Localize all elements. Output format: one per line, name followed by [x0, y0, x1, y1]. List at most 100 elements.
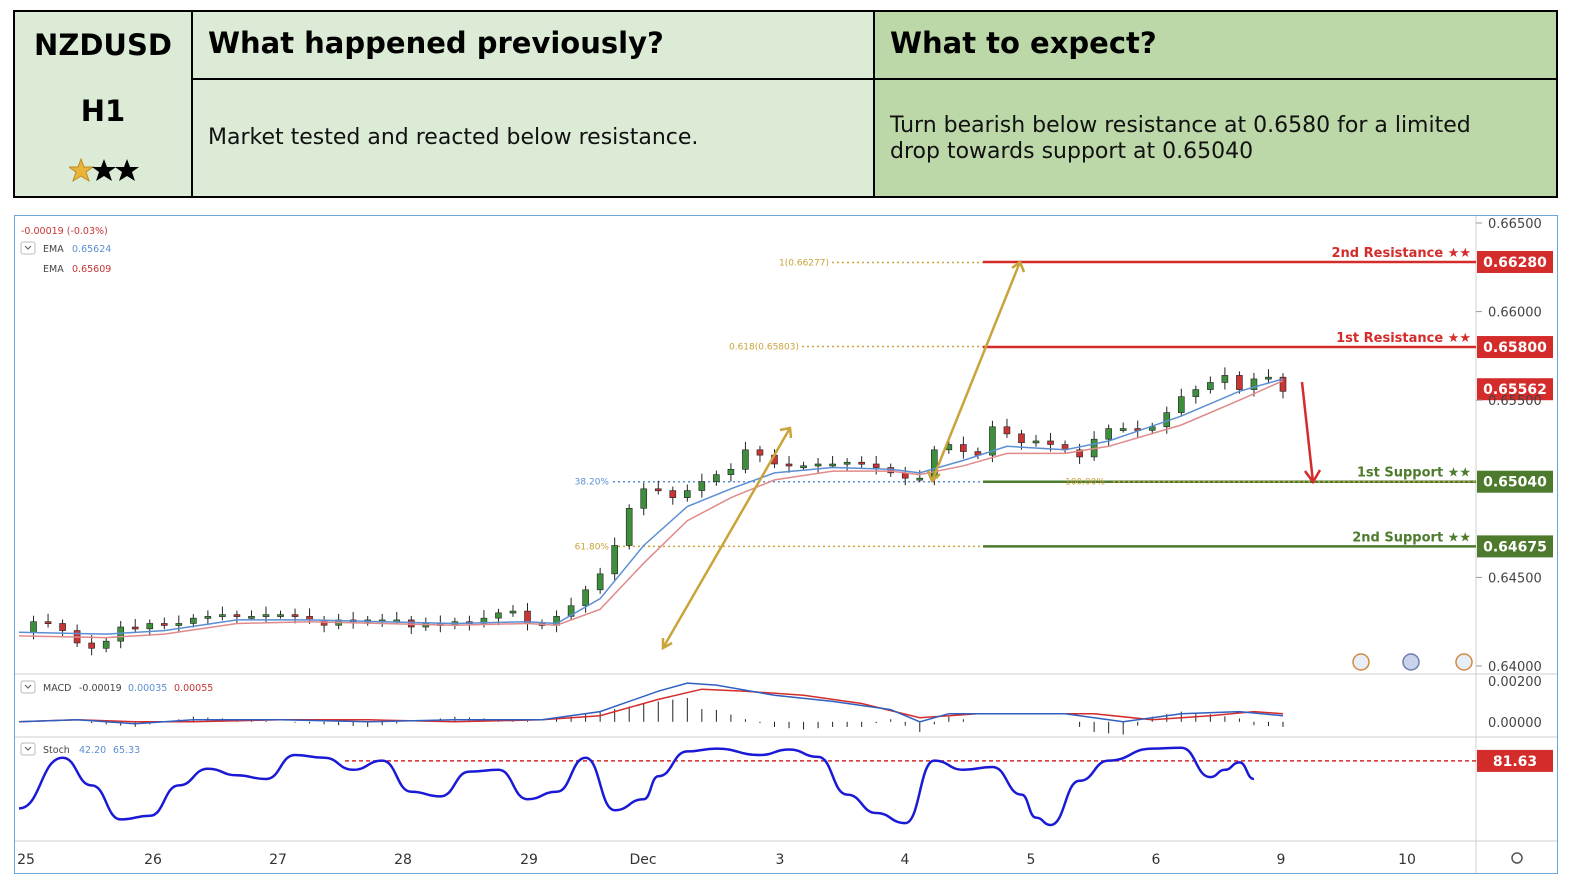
candle-body [495, 612, 502, 619]
candle-body [567, 605, 575, 617]
symbol-label: NZDUSD [34, 28, 172, 62]
candle-body [233, 614, 241, 617]
candle-body [1119, 428, 1127, 431]
x-tick-label: 3 [776, 852, 785, 868]
stoch-level-tag [1477, 749, 1553, 772]
expect-text-line-2: drop towards support at 0.65040 [890, 139, 1254, 164]
x-tick-label: 25 [17, 852, 35, 868]
expect-body-cell: Turn bearish below resistance at 0.6580 … [875, 80, 1556, 196]
candle-body [1221, 375, 1229, 383]
stoch-label: Stoch [43, 745, 70, 756]
candle-body [44, 621, 52, 625]
previous-body-cell: Market tested and reacted below resistan… [193, 80, 875, 196]
candle-body [59, 623, 66, 631]
candle-body [640, 488, 648, 509]
candle-body [291, 614, 299, 617]
candle-body [843, 461, 851, 465]
expect-title: What to expect? [890, 26, 1157, 60]
candle-body [1192, 389, 1200, 397]
current-price-tag [1477, 378, 1553, 401]
ema-fast-line [18, 378, 1284, 635]
candle-body [727, 469, 735, 475]
candle-body [1105, 428, 1112, 440]
candle-body [131, 626, 139, 630]
candle-body [1018, 433, 1025, 444]
previous-title: What happened previously? [208, 26, 664, 60]
level-tag [1477, 250, 1553, 273]
candle-body [1236, 375, 1243, 390]
macd-value-3: 0.00055 [174, 683, 213, 694]
candle-body [30, 621, 37, 633]
chart-svg: 2nd Resistance ★★ 0.66280 1st Resistance ★… [15, 216, 1557, 873]
level-name: 2nd Resistance ★★ [1332, 246, 1472, 261]
level-name: 1st Support ★★ [1357, 466, 1471, 481]
stoch-line [18, 746, 1255, 827]
y-tick-label: 0.66500 [1488, 217, 1542, 232]
level-tag [1477, 336, 1553, 359]
y-tick-label: 0.66000 [1488, 306, 1542, 321]
stoch-value-1: 42.20 [79, 745, 106, 756]
candle-body [596, 573, 604, 591]
candle-body [625, 507, 633, 546]
candle-body [582, 589, 589, 607]
x-tick-label: 9 [1277, 852, 1286, 868]
previous-text: Market tested and reacted below resistan… [208, 125, 699, 150]
candle-body [509, 610, 517, 614]
candle-body [248, 616, 255, 619]
candle-body [175, 623, 183, 626]
fib-label: 1(0.66277) [779, 259, 829, 269]
candle-body [814, 463, 822, 467]
macd-label: MACD [43, 683, 71, 694]
candle-body [219, 614, 226, 617]
candle-body [1003, 426, 1011, 435]
level-tag-text: 0.66280 [1483, 255, 1547, 271]
candle-body [872, 463, 880, 468]
event-flag-icon [1455, 653, 1473, 671]
candle-body [713, 474, 720, 483]
x-tick-label: 27 [269, 852, 287, 868]
info-table: NZDUSD H1 What happened previously? What… [13, 10, 1558, 198]
chart-container[interactable]: 2nd Resistance ★★ 0.66280 1st Resistance ★… [14, 215, 1558, 874]
chevron-down-icon [24, 746, 32, 751]
level-tag [1477, 470, 1553, 493]
chevron-down-icon [24, 684, 32, 689]
candle-body [146, 623, 154, 630]
ema-1-value: 0.65624 [72, 244, 111, 255]
star-icon [69, 158, 95, 183]
price-change: -0.00019 (-0.03%) [21, 226, 108, 237]
projection-arrow-1 [661, 427, 792, 649]
chevron-down-icon [24, 245, 32, 250]
candle-body [1265, 376, 1272, 380]
gear-icon [1511, 852, 1523, 864]
candle-body [1076, 449, 1083, 458]
candle-body [698, 481, 706, 491]
candle-body [785, 463, 793, 467]
x-tick-label: 4 [901, 852, 910, 868]
ema-slow-line [18, 380, 1284, 639]
stoch-level-text: 81.63 [1493, 754, 1537, 770]
y-tick-label: 0.65500 [1488, 394, 1542, 409]
y-tick-label: 0.64500 [1488, 571, 1542, 586]
candle-body [1250, 378, 1258, 390]
fib-label: 100.00% [1065, 478, 1105, 488]
x-tick-label: 5 [1027, 852, 1036, 868]
previous-header-cell: What happened previously? [193, 12, 875, 80]
candle-body [858, 461, 865, 465]
level-tag-text: 0.65040 [1483, 475, 1547, 491]
fib-label: 61.80% [575, 542, 610, 552]
symbol-cell: NZDUSD H1 [15, 12, 193, 196]
fib-label: 38.20% [575, 478, 610, 488]
candle-body [756, 449, 764, 456]
ema-2-value: 0.65609 [72, 264, 111, 275]
macd-tick-label: 0.00200 [1488, 675, 1542, 690]
expect-text-line-1: Turn bearish below resistance at 0.6580 … [890, 113, 1471, 138]
candle-body [204, 616, 212, 619]
macd-value-2: 0.00035 [128, 683, 167, 694]
star-icon [115, 159, 139, 181]
candle-body [1177, 396, 1185, 413]
ema-1-label: EMA [43, 244, 64, 255]
candle-body [960, 444, 967, 452]
x-tick-label: 6 [1152, 852, 1161, 868]
current-price-text: 0.65562 [1483, 382, 1547, 398]
candle-body [277, 614, 284, 617]
